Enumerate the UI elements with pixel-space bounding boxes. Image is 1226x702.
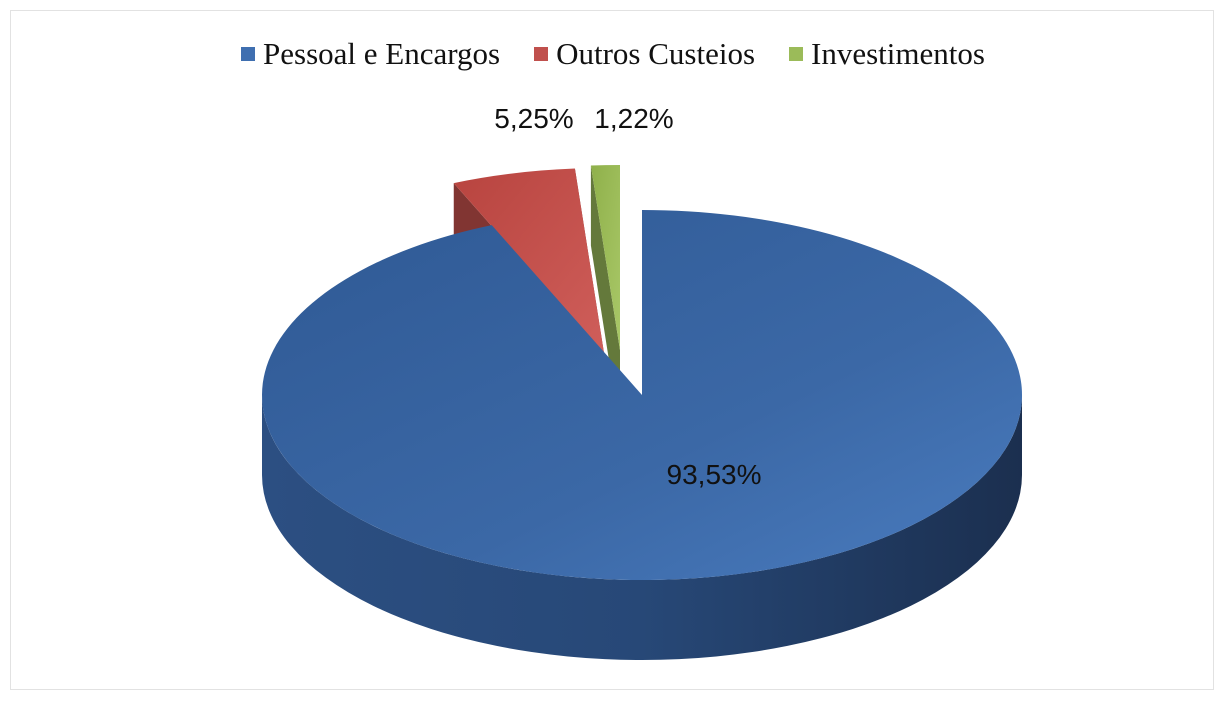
legend-swatch-investimentos — [789, 47, 804, 61]
pie-slice-top-investimentos — [590, 165, 620, 350]
legend-label-pessoal-encargos: Pessoal e Encargos — [263, 36, 501, 71]
pie-slice-pessoal-encargos — [262, 210, 1023, 660]
data-label-investimentos: 1,22% — [594, 103, 673, 134]
pie-slice-wall-pessoal-encargos — [262, 395, 1022, 660]
chart-legend: Pessoal e Encargos Outros Custeios Inves… — [0, 36, 1226, 72]
legend-swatch-pessoal-encargos — [241, 47, 256, 61]
pie-slices — [262, 165, 1023, 660]
pie-data-labels: 93,53% 5,25% 1,22% — [494, 103, 761, 490]
data-label-outros-custeios: 5,25% — [494, 103, 573, 134]
pie-slice-top-pessoal-encargos — [262, 210, 1023, 581]
data-label-pessoal-encargos: 93,53% — [667, 459, 762, 490]
pie-slice-top-outros-custeios — [453, 168, 604, 353]
legend-item-outros-custeios: Outros Custeios — [534, 36, 755, 72]
legend-swatch-outros-custeios — [534, 47, 549, 61]
legend-label-investimentos: Investimentos — [811, 36, 985, 71]
legend-item-pessoal-encargos: Pessoal e Encargos — [241, 36, 500, 72]
legend-label-outros-custeios: Outros Custeios — [556, 36, 756, 71]
legend-item-investimentos: Investimentos — [789, 36, 985, 72]
